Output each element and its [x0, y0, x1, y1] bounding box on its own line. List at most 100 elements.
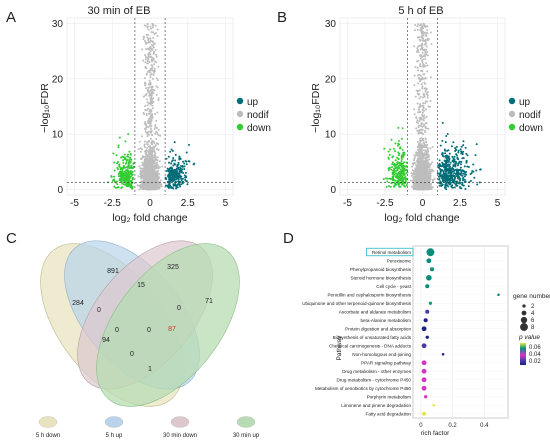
- size-legend-marker: [522, 304, 526, 308]
- panel-letter-d: D: [283, 230, 294, 247]
- x-tick-label: 2.5: [453, 198, 467, 209]
- point-nodif: [149, 127, 152, 130]
- y-tick-label: 0: [330, 185, 336, 196]
- venn-counts: 284 891 325 71 15 0 0 0 0 0 94 87 1: [72, 264, 213, 373]
- point-up: [445, 160, 448, 163]
- point-up: [446, 133, 449, 136]
- point-down: [124, 140, 127, 143]
- y-tick-label: 10: [325, 130, 337, 141]
- pathway-point: [429, 267, 435, 272]
- point-down: [113, 175, 116, 178]
- point-nodif: [157, 149, 160, 152]
- point-nodif: [150, 88, 153, 91]
- point-down: [121, 182, 124, 185]
- point-nodif: [148, 82, 151, 85]
- point-nodif: [146, 90, 149, 93]
- point-down: [130, 179, 133, 182]
- point-nodif: [151, 49, 154, 52]
- x-tick-label: 5: [223, 198, 229, 209]
- point-down: [386, 180, 389, 183]
- point-up: [183, 162, 186, 165]
- pathway-label: Ubiquinone and other terpenoid-quinone b…: [302, 301, 411, 306]
- point-down: [401, 127, 404, 130]
- point-nodif: [146, 170, 149, 173]
- point-down: [125, 185, 128, 188]
- point-nodif: [420, 30, 423, 33]
- point-up: [464, 188, 467, 191]
- point-up: [173, 141, 176, 144]
- point-up: [177, 161, 180, 164]
- point-down: [132, 162, 135, 165]
- x-tick-label: 2.5: [181, 198, 195, 209]
- point-nodif: [145, 73, 148, 76]
- point-nodif: [423, 32, 426, 35]
- legend-label-up: up: [519, 97, 531, 108]
- point-down: [127, 171, 130, 174]
- point-nodif: [148, 155, 151, 158]
- point-nodif: [420, 118, 423, 121]
- point-nodif: [146, 98, 149, 101]
- point-down: [113, 169, 116, 172]
- point-nodif: [146, 70, 149, 73]
- point-up: [473, 176, 476, 179]
- point-nodif: [148, 151, 151, 154]
- point-nodif: [428, 158, 431, 161]
- point-down: [120, 177, 123, 180]
- point-up: [183, 165, 186, 168]
- venn-count: 0: [177, 305, 181, 312]
- point-up: [438, 159, 441, 162]
- point-nodif: [142, 155, 145, 158]
- point-nodif: [420, 29, 423, 32]
- venn-legend-label: 5 h down: [36, 433, 60, 439]
- point-nodif: [422, 73, 425, 76]
- point-nodif: [146, 149, 149, 152]
- point-nodif: [146, 155, 149, 158]
- point-nodif: [413, 161, 416, 164]
- x-axis-label-a: log₂ fold change: [112, 212, 187, 224]
- point-up: [452, 165, 455, 168]
- point-down: [400, 175, 403, 178]
- pathway-point: [432, 403, 435, 407]
- point-up: [469, 179, 472, 182]
- point-nodif: [144, 130, 147, 133]
- point-nodif: [140, 157, 143, 160]
- point-nodif: [150, 67, 153, 70]
- point-up: [447, 160, 450, 163]
- x-tick-label: 0: [420, 198, 426, 209]
- point-nodif: [422, 34, 425, 37]
- legend-marker-nodif: [508, 110, 516, 118]
- point-nodif: [149, 187, 152, 190]
- point-up: [187, 160, 190, 163]
- point-nodif: [418, 44, 421, 47]
- point-up: [466, 165, 469, 168]
- point-up: [179, 167, 182, 170]
- point-nodif: [149, 116, 152, 119]
- point-down: [126, 179, 129, 182]
- point-down: [391, 175, 394, 178]
- point-down: [389, 185, 392, 188]
- point-nodif: [421, 39, 424, 42]
- point-nodif: [138, 140, 141, 143]
- point-nodif: [151, 152, 154, 155]
- point-nodif: [421, 42, 424, 45]
- point-nodif: [143, 40, 146, 43]
- point-nodif: [141, 181, 144, 184]
- point-down: [113, 185, 116, 188]
- point-nodif: [421, 51, 424, 54]
- point-nodif: [421, 125, 424, 128]
- x-axis-label-d: rich factor: [421, 430, 450, 437]
- point-nodif: [416, 74, 419, 77]
- point-up: [458, 182, 461, 185]
- point-down: [391, 171, 394, 174]
- point-nodif: [423, 129, 426, 132]
- point-nodif: [417, 132, 420, 135]
- pathway-point: [441, 352, 445, 356]
- point-up: [452, 168, 455, 171]
- pathway-label: Cell cycle - yeast: [376, 284, 411, 289]
- point-up: [170, 186, 173, 189]
- point-down: [122, 177, 125, 180]
- point-nodif: [416, 111, 419, 114]
- point-nodif: [410, 185, 413, 188]
- point-up: [176, 177, 179, 180]
